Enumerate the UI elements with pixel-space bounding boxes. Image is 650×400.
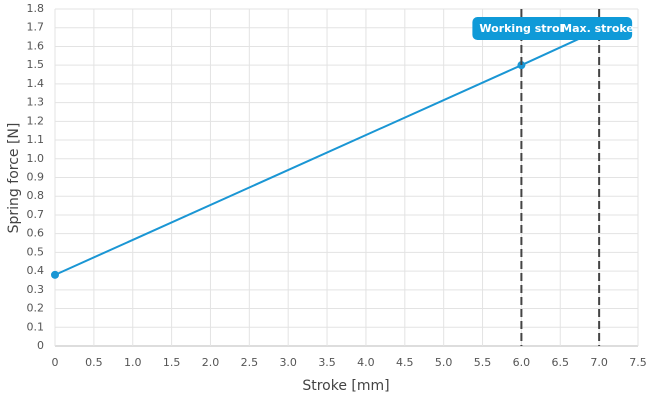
y-tick-label: 0.1 — [27, 320, 45, 333]
y-tick-label: 1.1 — [27, 133, 45, 146]
x-tick-label: 5.0 — [435, 356, 453, 369]
y-tick-label: 1.8 — [27, 2, 45, 15]
y-tick-label: 1.4 — [27, 77, 45, 90]
data-point — [51, 270, 59, 279]
x-tick-label: 4.0 — [357, 356, 375, 369]
data-point — [517, 61, 526, 70]
y-tick-label: 1.7 — [27, 21, 45, 34]
x-tick-label: 2.5 — [241, 356, 259, 369]
x-tick-label: 1.5 — [163, 356, 181, 369]
x-axis-title: Stroke [mm] — [302, 378, 389, 394]
y-tick-label: 0.6 — [27, 227, 45, 240]
y-axis-title: Spring force [N] — [6, 123, 22, 234]
y-tick-label: 1.3 — [27, 96, 45, 109]
annotation-box — [472, 17, 633, 40]
x-tick-label: 4.5 — [396, 356, 414, 369]
y-tick-label: 0 — [37, 339, 44, 352]
y-tick-label: 0.8 — [27, 189, 45, 202]
x-tick-label: 6.0 — [513, 356, 531, 369]
x-tick-label: 6.5 — [552, 356, 570, 369]
x-tick-label: 3.0 — [279, 356, 297, 369]
annotation-label: Max. stroke — [561, 22, 634, 35]
y-tick-label: 1.0 — [27, 152, 45, 165]
x-tick-label: 7.5 — [629, 356, 647, 369]
y-tick-label: 1.5 — [27, 58, 45, 71]
x-tick-label: 2.0 — [202, 356, 220, 369]
x-tick-label: 0.5 — [85, 356, 103, 369]
x-tick-label: 0 — [52, 356, 59, 369]
annotation-label: Working strol — [479, 22, 563, 35]
y-tick-label: 0.9 — [27, 171, 45, 184]
x-tick-label: 1.0 — [124, 356, 142, 369]
y-tick-label: 0.2 — [27, 302, 45, 315]
y-tick-label: 0.7 — [27, 208, 45, 221]
x-tick-label: 3.5 — [318, 356, 336, 369]
y-tick-label: 1.6 — [27, 39, 45, 52]
x-tick-label: 5.5 — [474, 356, 492, 369]
y-tick-label: 1.2 — [27, 114, 45, 127]
x-tick-label: 7.0 — [590, 356, 608, 369]
y-tick-label: 0.3 — [27, 283, 45, 296]
y-tick-label: 0.4 — [27, 264, 45, 277]
y-tick-label: 0.5 — [27, 245, 45, 258]
